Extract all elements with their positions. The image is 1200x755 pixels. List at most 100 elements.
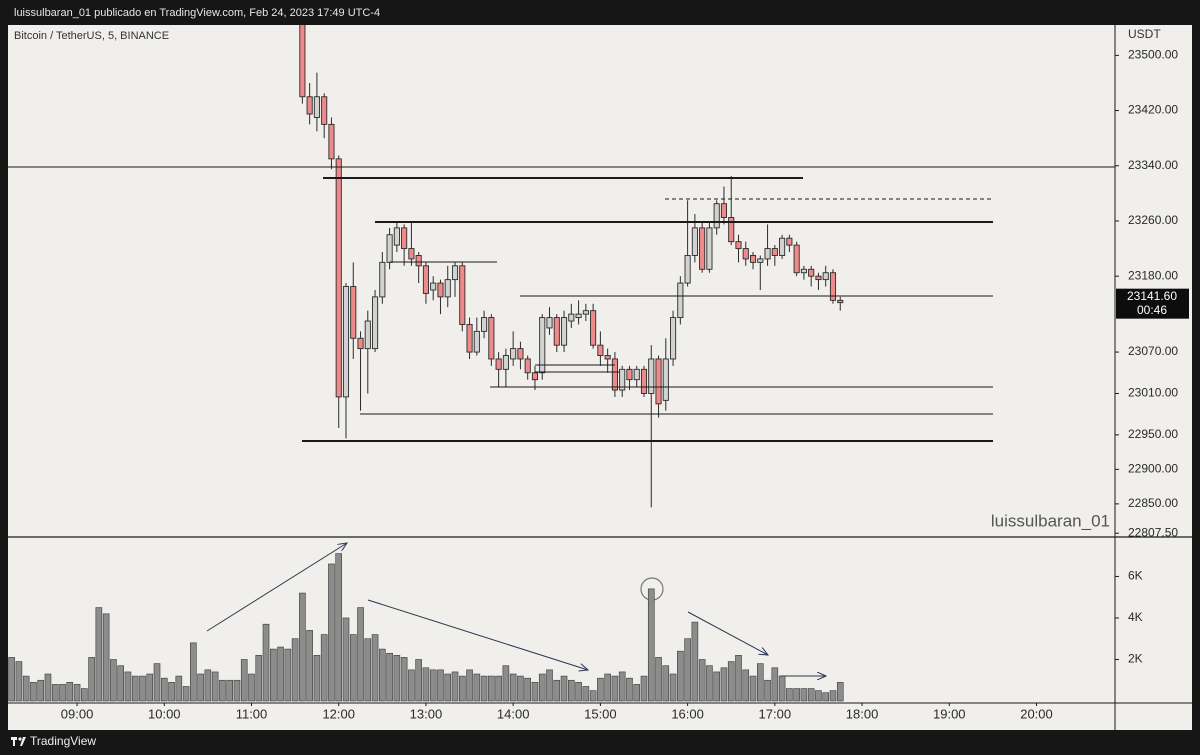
candle-body <box>437 282 444 298</box>
volume-bar <box>509 673 517 702</box>
volume-bar <box>284 648 292 702</box>
candle-body <box>451 265 459 281</box>
volume-bar <box>240 659 248 702</box>
volume-bar <box>778 675 786 702</box>
candle-body <box>837 299 844 304</box>
candle-body <box>313 96 320 118</box>
footer <box>0 730 1200 755</box>
y-tick-label: 23010.00 <box>1128 386 1178 400</box>
candle-body <box>321 96 328 125</box>
x-tick-label: 13:00 <box>410 706 443 721</box>
volume-bar <box>662 665 670 702</box>
y-tick-label: 23500.00 <box>1128 48 1178 62</box>
volume-bar <box>691 621 699 702</box>
volume-bar <box>168 682 175 702</box>
last-price-label: 23141.60 <box>1127 289 1177 303</box>
last-price-box <box>1116 288 1189 319</box>
volume-bar <box>444 673 452 702</box>
y-tick-label: 22807.50 <box>1128 525 1178 539</box>
candle-body <box>764 248 771 260</box>
volume-bar <box>400 657 408 702</box>
volume-bar <box>299 592 306 702</box>
candle-body <box>582 310 589 315</box>
volume-bar <box>582 686 590 702</box>
candle-body <box>306 96 313 115</box>
x-tick-label: 10:00 <box>148 706 181 721</box>
candle-body <box>670 317 677 360</box>
volume-bar <box>211 671 219 702</box>
candle-body <box>771 248 778 256</box>
candle-body <box>350 286 357 339</box>
volume-bar <box>618 671 626 702</box>
volume-bar <box>306 630 313 702</box>
volume-bar <box>204 669 212 702</box>
y-tick-label: 22900.00 <box>1128 462 1178 476</box>
volume-bar <box>451 671 459 702</box>
volume-bar <box>473 673 481 702</box>
volume-bar <box>597 677 604 702</box>
volume-bar <box>546 669 553 702</box>
x-tick-label: 19:00 <box>933 706 966 721</box>
volume-bar <box>538 673 546 702</box>
y-tick-label: 23340.00 <box>1128 158 1178 172</box>
x-tick-label: 12:00 <box>322 706 355 721</box>
y-tick-label: 2K <box>1128 652 1143 666</box>
volume-bar <box>684 638 691 702</box>
x-tick-label: 20:00 <box>1020 706 1053 721</box>
candle-body <box>706 227 713 270</box>
x-tick-label: 17:00 <box>759 706 792 721</box>
candle-body <box>800 268 807 274</box>
candle-body <box>422 265 429 294</box>
candle-body <box>502 355 509 370</box>
volume-bar <box>139 675 146 702</box>
volume-bar <box>226 679 233 702</box>
volume-bar <box>764 679 771 702</box>
candle-body <box>575 313 582 319</box>
candle-body <box>793 244 800 274</box>
volume-bar <box>124 671 132 702</box>
candle-body <box>633 368 640 381</box>
volume-bar <box>393 655 401 702</box>
volume-bar <box>517 675 524 702</box>
volume-bar <box>786 688 793 702</box>
candle-body <box>640 368 648 394</box>
volume-bar <box>117 665 124 702</box>
candle-body <box>335 158 342 398</box>
volume-bar <box>110 659 117 702</box>
volume-bar <box>153 663 161 702</box>
countdown: 00:46 <box>1137 303 1167 317</box>
candle-body <box>611 358 618 391</box>
volume-bar <box>488 675 495 702</box>
candle-body <box>735 241 742 250</box>
volume-bar <box>88 657 95 702</box>
volume-bar <box>553 679 561 702</box>
candle-body <box>415 255 422 267</box>
volume-bar <box>371 634 379 702</box>
candle-body <box>662 358 669 401</box>
volume-bar <box>524 677 532 702</box>
volume-bar <box>22 675 30 702</box>
candle-body <box>590 310 597 346</box>
candle-body <box>364 320 371 350</box>
volume-bar <box>342 617 350 702</box>
candle-body <box>553 317 560 346</box>
volume-bar <box>44 673 52 702</box>
y-tick-label: 6K <box>1128 569 1143 583</box>
y-tick-label: 23070.00 <box>1128 344 1178 358</box>
volume-bar <box>102 613 110 702</box>
price-pane <box>299 25 844 508</box>
candle-body <box>379 261 386 298</box>
brand-logo <box>11 737 26 746</box>
candle-body <box>524 358 531 374</box>
candle-body <box>742 248 749 260</box>
x-tick-label: 18:00 <box>846 706 879 721</box>
volume-bar <box>604 673 611 702</box>
volume-bar <box>95 607 103 702</box>
candle-body <box>510 348 517 360</box>
axis-unit: USDT <box>1128 27 1161 41</box>
volume-bar <box>335 553 343 702</box>
candle-body <box>444 279 451 298</box>
candle-body <box>393 227 400 246</box>
